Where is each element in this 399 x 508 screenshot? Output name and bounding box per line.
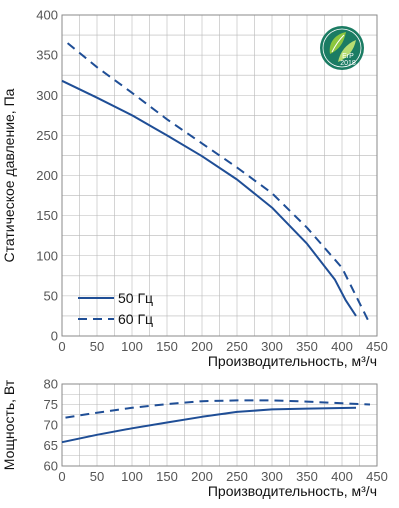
y-tick-label: 0 xyxy=(51,329,58,344)
legend-label: 60 Гц xyxy=(118,311,153,327)
badge-text-line2: 2018 xyxy=(340,60,356,67)
y-tick-label: 200 xyxy=(36,168,58,183)
y-axis-label: Мощность, Вт xyxy=(1,379,17,470)
x-tick-label: 350 xyxy=(296,469,318,484)
y-tick-label: 150 xyxy=(36,208,58,223)
y-tick-label: 70 xyxy=(44,418,58,433)
badge-text-line1: ErP xyxy=(342,53,354,60)
x-tick-label: 350 xyxy=(296,339,318,354)
x-tick-label: 300 xyxy=(261,469,283,484)
plot-frame xyxy=(61,14,378,337)
x-tick-label: 150 xyxy=(156,339,178,354)
x-tick-label: 450 xyxy=(366,469,388,484)
series-line-50hz xyxy=(61,406,357,444)
x-tick-label: 200 xyxy=(191,469,213,484)
x-tick-label: 100 xyxy=(121,469,143,484)
x-tick-label: 0 xyxy=(58,469,65,484)
erp-leaf-badge-icon: ErP 2018 xyxy=(320,26,364,70)
plot-frame xyxy=(61,383,378,467)
x-tick-label: 250 xyxy=(226,339,248,354)
y-tick-label: 60 xyxy=(44,459,58,474)
y-tick-label: 80 xyxy=(44,377,58,392)
y-tick-label: 50 xyxy=(44,288,58,303)
series-line-60hz xyxy=(66,42,369,321)
y-tick-label: 250 xyxy=(36,128,58,143)
pressure-chart: 0 50 100 150 200 250 300 350 400 450 0 50 100 150 200 2… xyxy=(1,8,388,370)
series-line-60hz xyxy=(65,399,371,419)
x-tick-label: 50 xyxy=(90,469,104,484)
y-tick-label: 100 xyxy=(36,248,58,263)
power-chart: 0 50 100 150 200 250 300 350 400 450 60 65 70 75 80 Про… xyxy=(1,377,388,500)
x-axis-label: Производительность, м³/ч xyxy=(208,483,377,499)
x-axis-label: Производительность, м³/ч xyxy=(208,353,377,369)
x-tick-label: 200 xyxy=(191,339,213,354)
legend-label: 50 Гц xyxy=(118,290,153,306)
x-tick-label: 450 xyxy=(366,339,388,354)
y-tick-label: 300 xyxy=(36,88,58,103)
x-tick-label: 100 xyxy=(121,339,143,354)
x-tick-label: 400 xyxy=(331,339,353,354)
x-tick-label: 150 xyxy=(156,469,178,484)
y-tick-label: 75 xyxy=(44,397,58,412)
series-line-50hz xyxy=(61,79,357,317)
x-tick-label: 300 xyxy=(261,339,283,354)
y-tick-label: 65 xyxy=(44,438,58,453)
y-tick-label: 350 xyxy=(36,48,58,63)
y-tick-label: 400 xyxy=(36,8,58,23)
x-tick-label: 0 xyxy=(58,339,65,354)
x-tick-label: 400 xyxy=(331,469,353,484)
x-tick-label: 50 xyxy=(90,339,104,354)
y-axis-label: Статическое давление, Па xyxy=(1,88,17,262)
x-tick-label: 250 xyxy=(226,469,248,484)
